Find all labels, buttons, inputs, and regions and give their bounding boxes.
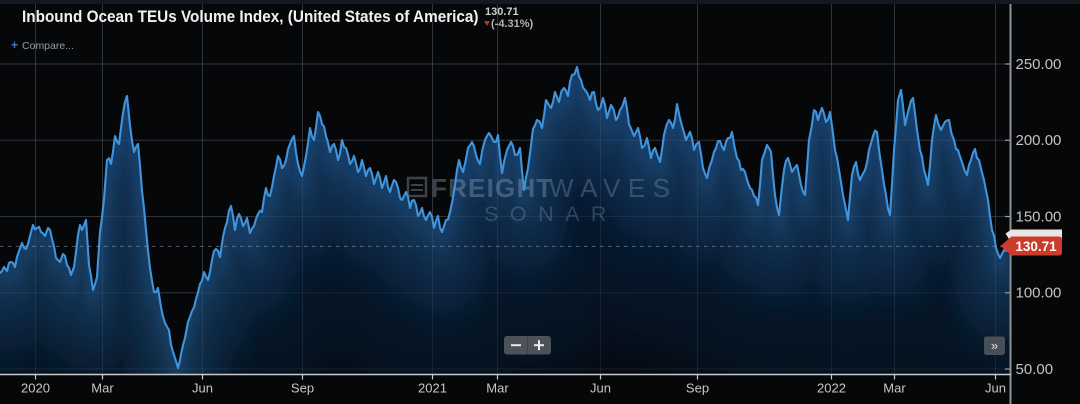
svg-text:50.00: 50.00 (1016, 361, 1054, 378)
svg-text:Jun: Jun (192, 381, 213, 396)
svg-text:2021: 2021 (418, 381, 447, 396)
svg-text:200.00: 200.00 (1016, 132, 1062, 149)
svg-text:»: » (991, 338, 998, 353)
svg-text:Jun: Jun (590, 381, 611, 396)
svg-text:250.00: 250.00 (1016, 56, 1062, 73)
svg-text:2022: 2022 (817, 381, 846, 396)
svg-text:Mar: Mar (486, 381, 509, 396)
svg-text:WAVES: WAVES (549, 173, 678, 203)
svg-text:2020: 2020 (21, 381, 50, 396)
svg-text:Jun: Jun (985, 381, 1006, 396)
svg-text:Sep: Sep (686, 381, 709, 396)
svg-text:Mar: Mar (883, 381, 906, 396)
svg-text:SONAR: SONAR (484, 202, 618, 226)
svg-text:130.71: 130.71 (1015, 239, 1057, 254)
svg-text:150.00: 150.00 (1016, 208, 1062, 225)
svg-text:FREIGHT: FREIGHT (431, 173, 554, 203)
svg-text:100.00: 100.00 (1016, 285, 1062, 302)
svg-text:Mar: Mar (91, 381, 114, 396)
svg-text:Sep: Sep (291, 381, 314, 396)
